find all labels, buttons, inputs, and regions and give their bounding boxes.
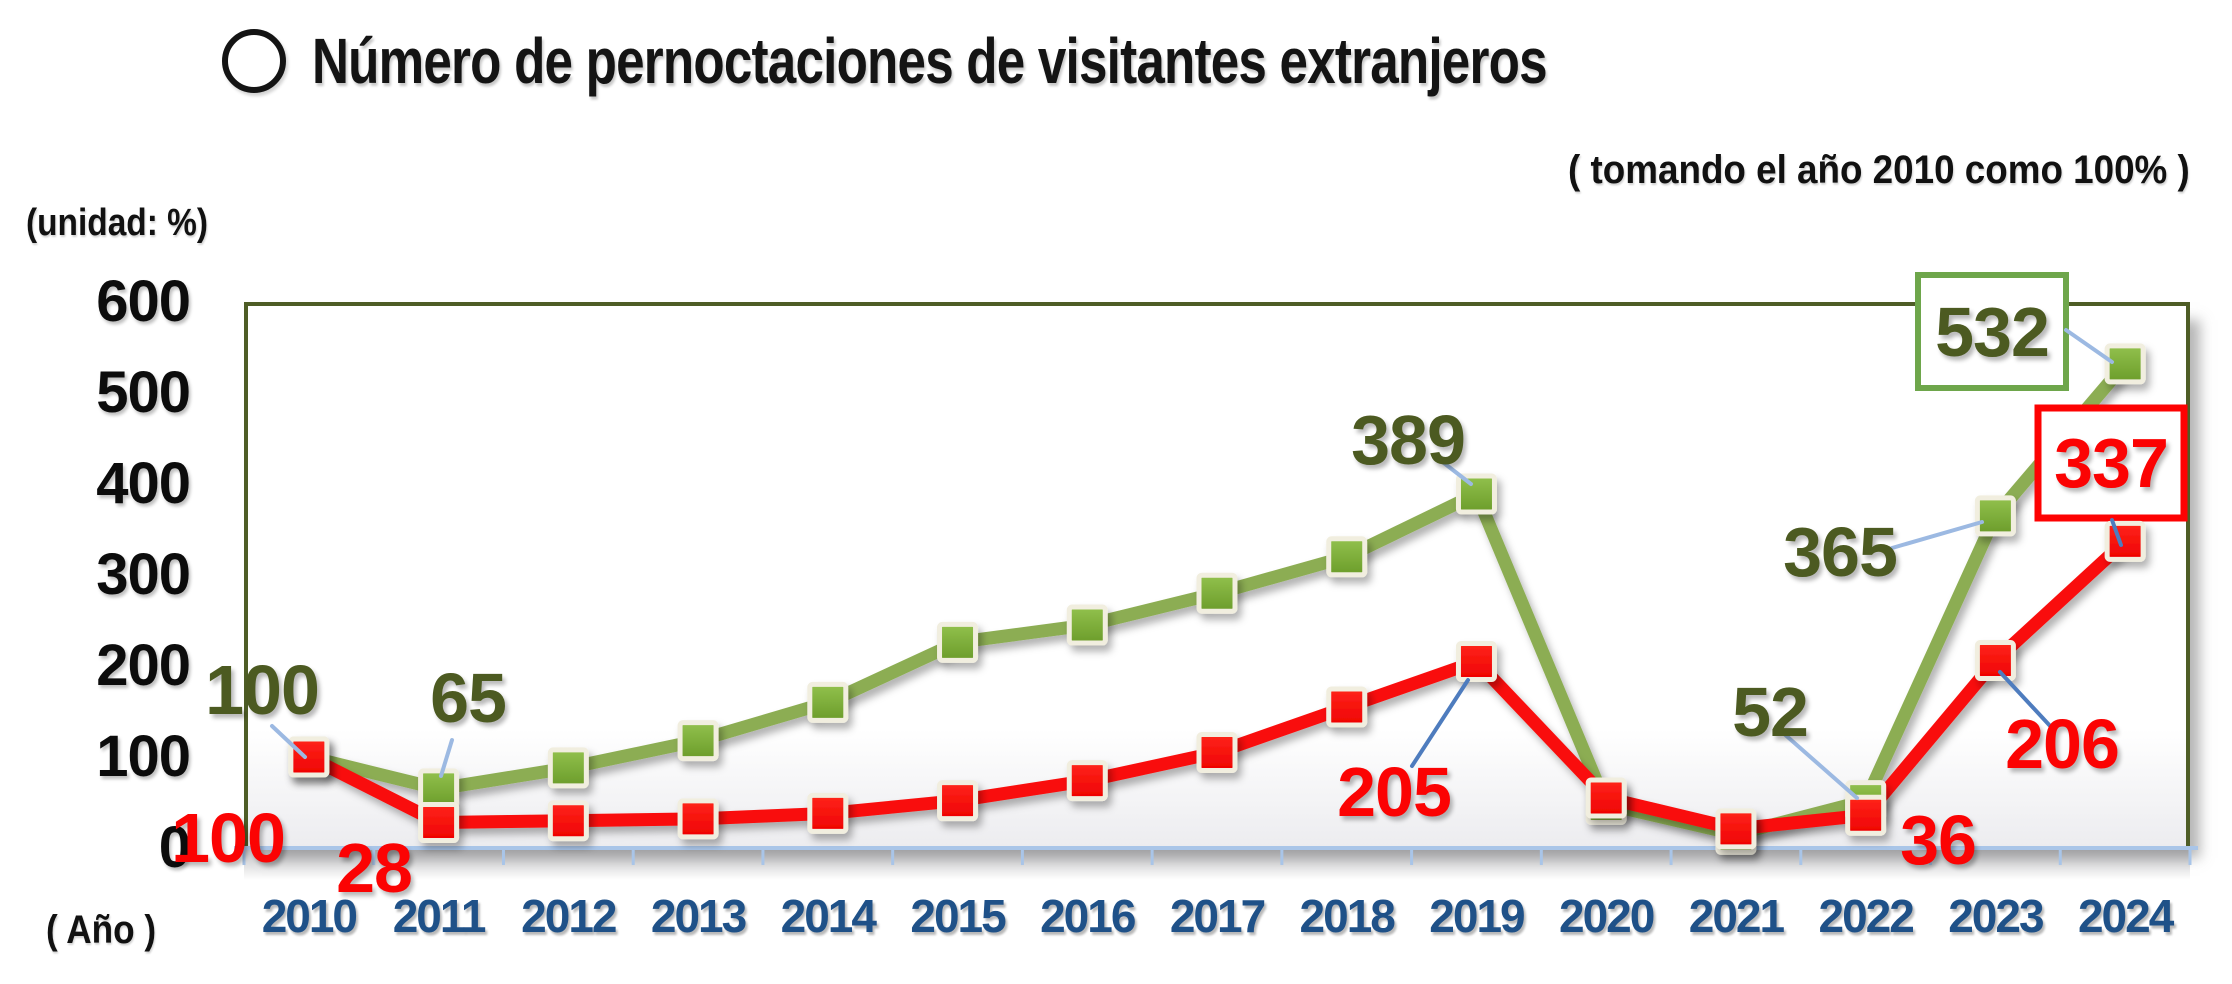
callout-line-green-2010 <box>270 724 307 759</box>
marker-roja <box>1974 640 2016 682</box>
x-axis-year-label: 2022 <box>1818 890 1914 942</box>
data-label-red-2010: 100 <box>171 799 286 877</box>
marker-roja <box>1455 640 1497 682</box>
x-axis-year-label: 2020 <box>1559 890 1655 942</box>
marker-verde <box>1066 604 1108 646</box>
callout-line-green-2011 <box>439 738 454 778</box>
x-axis-year-label: 2021 <box>1688 890 1785 942</box>
x-axis-year-label: 2013 <box>650 890 747 942</box>
y-axis-tick-label: 400 <box>96 451 191 516</box>
value-box-red-2024 <box>2034 404 2188 522</box>
marker-verde <box>937 621 979 663</box>
x-axis-year-label: 2011 <box>392 890 487 942</box>
callout-line-green-2022 <box>1780 730 1859 800</box>
x-axis-year-label: 2014 <box>780 890 877 942</box>
callout-line-red-2024 <box>2110 518 2123 547</box>
page-title-text: Número de pernoctaciones de visitantes e… <box>312 25 1548 97</box>
x-axis-year-label: 2010 <box>261 890 358 942</box>
marker-verde <box>677 720 719 762</box>
x-axis-year-label: 2018 <box>1299 890 1396 942</box>
marker-roja <box>677 798 719 840</box>
x-axis-caption: ( Año ) <box>46 908 157 952</box>
x-axis-year-label: 2024 <box>2077 890 2174 942</box>
x-axis-year-label: 2017 <box>1169 890 1266 942</box>
y-axis-tick-label: 100 <box>96 724 191 789</box>
callout-line-red-2023 <box>1998 670 2054 730</box>
data-label-red-2011: 28 <box>336 829 413 907</box>
marker-roja <box>1066 760 1108 802</box>
marker-verde <box>1196 572 1238 614</box>
x-axis-year-label: 2019 <box>1429 890 1525 942</box>
chart-subtitle: ( tomando el año 2010 como 100% ) <box>1568 148 2190 192</box>
marker-verde <box>1974 495 2016 537</box>
marker-roja <box>418 802 460 844</box>
page-title: Número de pernoctaciones de visitantes e… <box>222 24 1855 98</box>
data-label-green-2019: 389 <box>1351 401 1466 479</box>
data-label-green-2022: 52 <box>1732 673 1809 751</box>
value-box-green-2024 <box>1915 272 2069 391</box>
data-label-green-2023: 365 <box>1783 513 1898 591</box>
y-axis-tick-label: 0 <box>158 815 191 880</box>
data-label-red-2024: 337 <box>2054 424 2169 502</box>
marker-roja <box>2104 520 2146 562</box>
x-axis-year-label: 2015 <box>910 890 1006 942</box>
data-label-green-2010: 100 <box>205 651 320 729</box>
data-label-red-2019: 205 <box>1337 753 1452 831</box>
marker-verde <box>1455 473 1497 515</box>
y-axis-tick-label: 200 <box>96 633 191 698</box>
y-axis-unit-label: (unidad: %) <box>26 202 209 244</box>
y-axis-tick-label: 300 <box>96 542 191 607</box>
marker-roja <box>1585 777 1627 819</box>
marker-roja <box>937 780 979 822</box>
marker-roja <box>1715 808 1757 850</box>
callout-line-red-2019 <box>1410 678 1470 768</box>
callout-line-green-2024 <box>2064 328 2114 364</box>
marker-roja <box>1326 686 1368 728</box>
marker-verde <box>547 747 589 789</box>
marker-roja <box>288 736 330 778</box>
marker-verde <box>807 681 849 723</box>
marker-roja <box>807 792 849 834</box>
marker-roja <box>547 800 589 842</box>
title-bullet-circle-icon <box>222 29 286 93</box>
x-axis-year-label: 2016 <box>1040 890 1136 942</box>
y-axis-tick-label: 500 <box>96 360 191 425</box>
data-label-red-2022: 36 <box>1900 801 1977 879</box>
x-axis-year-label: 2023 <box>1948 890 2044 942</box>
marker-roja <box>1845 794 1887 836</box>
callout-line-green-2023 <box>1890 520 1984 550</box>
x-axis-year-label: 2012 <box>521 890 617 942</box>
data-label-red-2023: 206 <box>2005 705 2120 783</box>
marker-verde <box>418 768 460 810</box>
x-axis-shadow-band <box>244 850 2190 880</box>
callout-line-green-2019 <box>1438 458 1473 486</box>
data-label-green-2011: 65 <box>430 659 507 737</box>
data-label-green-2024: 532 <box>1935 292 2050 371</box>
marker-verde <box>2104 343 2146 385</box>
marker-verde <box>1326 536 1368 578</box>
y-axis-tick-label: 600 <box>96 269 191 334</box>
marker-roja <box>1196 731 1238 773</box>
